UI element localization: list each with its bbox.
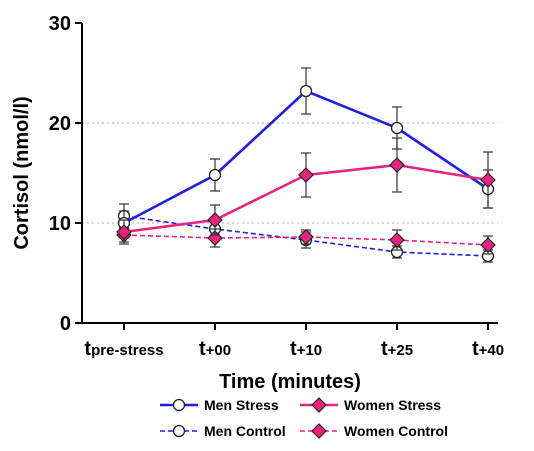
x-tick-label-sub: +00 <box>206 342 231 359</box>
legend-marker <box>311 423 327 439</box>
data-point <box>389 157 405 173</box>
data-point <box>207 212 223 228</box>
data-point <box>116 224 132 240</box>
x-tick-label-sub: +25 <box>388 342 413 359</box>
data-point <box>480 172 496 188</box>
legend-label: Women Control <box>344 423 448 439</box>
x-tick-label-main: t <box>84 338 91 360</box>
series-line <box>123 234 489 246</box>
data-point <box>298 167 314 183</box>
y-axis-title: Cortisol (nmol/l) <box>11 96 33 249</box>
x-tick-label-main: t <box>199 338 206 360</box>
x-tick-label-sub: +10 <box>297 342 322 359</box>
data-point <box>299 84 313 98</box>
x-tick-label: t+00 <box>199 338 231 360</box>
y-tick-label: 0 <box>60 313 71 335</box>
x-tick-label: tpre-stress <box>84 338 163 360</box>
legend-marker <box>172 424 186 438</box>
x-tick-label: t+10 <box>290 338 322 360</box>
legend-label: Women Stress <box>344 397 441 413</box>
x-axis-title: Time (minutes) <box>219 371 361 393</box>
data-point <box>298 229 314 245</box>
x-tick-label-main: t <box>381 338 388 360</box>
legend-marker <box>172 398 186 412</box>
series-line <box>123 215 489 257</box>
x-tick-label-main: t <box>290 338 297 360</box>
x-tick-label-sub: +40 <box>479 342 504 359</box>
x-tick-label-main: t <box>472 338 479 360</box>
y-tick-label: 10 <box>49 213 71 235</box>
data-point <box>480 237 496 253</box>
x-tick-label: t+40 <box>472 338 504 360</box>
data-point <box>390 121 404 135</box>
y-tick-label: 30 <box>49 13 71 35</box>
y-tick-label: 20 <box>49 113 71 135</box>
x-tick-label: t+25 <box>381 338 413 360</box>
legend-label: Men Stress <box>204 397 279 413</box>
legend-marker <box>311 397 327 413</box>
data-point <box>208 168 222 182</box>
data-point <box>389 232 405 248</box>
legend-label: Men Control <box>204 423 286 439</box>
x-tick-label-sub: pre-stress <box>91 342 164 359</box>
